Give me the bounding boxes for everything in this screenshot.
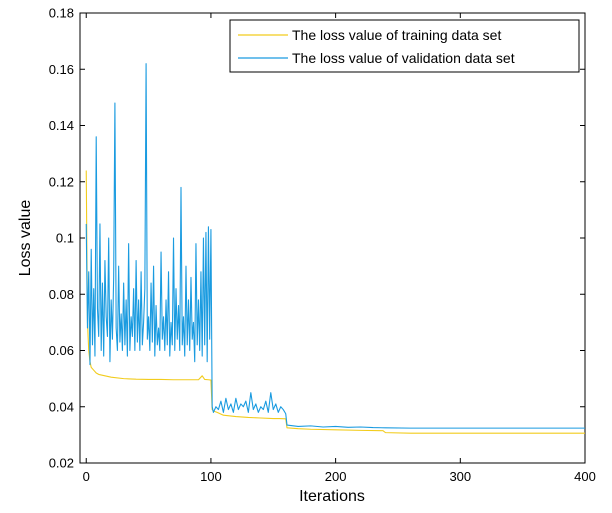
y-tick-label: 0.06 xyxy=(49,343,74,358)
y-tick-label: 0.18 xyxy=(49,6,74,21)
y-tick-label: 0.1 xyxy=(56,231,74,246)
series-line-validation xyxy=(85,63,585,429)
legend: The loss value of training data set The … xyxy=(229,19,580,73)
x-tick-label: 0 xyxy=(83,469,90,484)
y-tick-label: 0.02 xyxy=(49,456,74,471)
legend-box xyxy=(229,19,580,73)
legend-label-validation: The loss value of validation data set xyxy=(292,50,515,66)
x-tick-label: 400 xyxy=(574,469,596,484)
series-layer xyxy=(85,63,585,434)
y-tick-label: 0.12 xyxy=(49,174,74,189)
y-tick-label: 0.04 xyxy=(49,399,74,414)
x-tick-label: 100 xyxy=(200,469,222,484)
y-tick-label: 0.14 xyxy=(49,118,74,133)
x-tick-label: 300 xyxy=(449,469,471,484)
x-tick-label: 200 xyxy=(325,469,347,484)
ticks-layer: 0 100 200 300 400 0.02 0.04 0.06 0.08 0.1 0.12 0.14… xyxy=(49,6,596,485)
x-axis-label: Iterations xyxy=(299,488,365,505)
y-axis-label: Loss value xyxy=(17,200,34,277)
y-tick-label: 0.16 xyxy=(49,62,74,77)
legend-label-training: The loss value of training data set xyxy=(292,27,501,43)
plot-area xyxy=(79,12,586,464)
y-tick-label: 0.08 xyxy=(49,287,74,302)
